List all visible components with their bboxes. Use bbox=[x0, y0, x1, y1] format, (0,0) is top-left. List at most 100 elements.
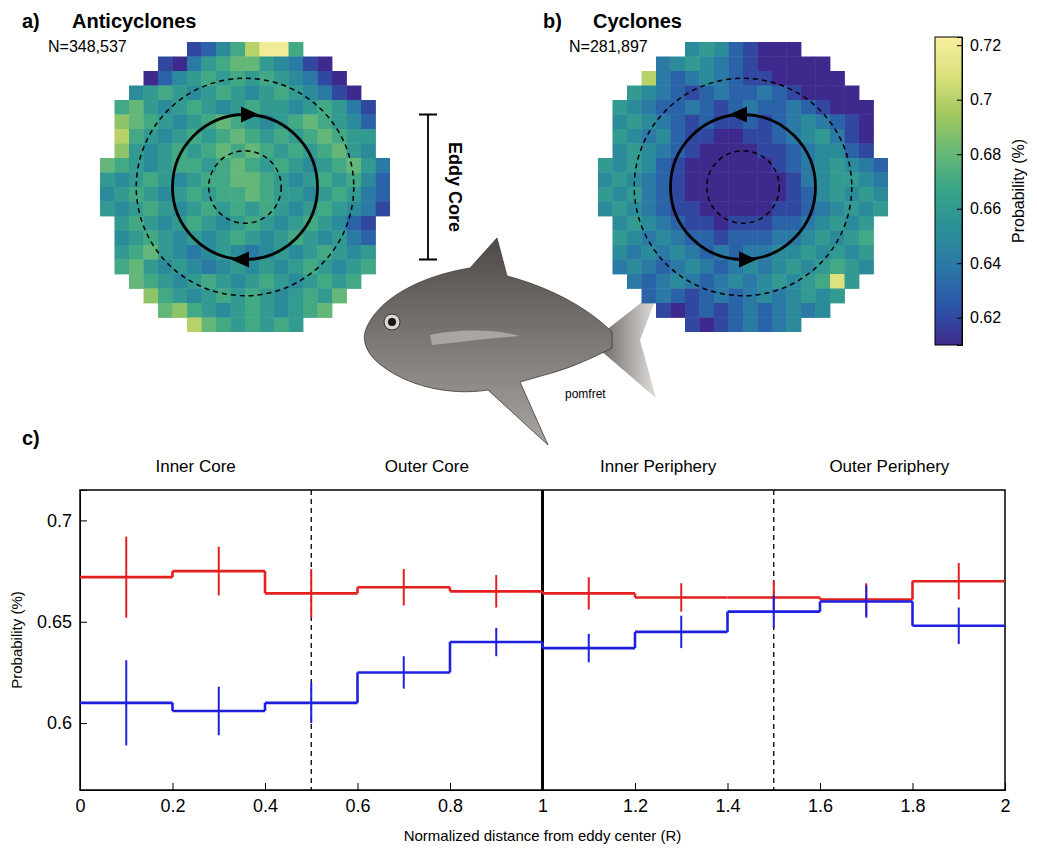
heat-cell bbox=[758, 216, 773, 231]
panel-title: Anticyclones bbox=[72, 10, 196, 32]
heat-cell bbox=[231, 57, 246, 72]
heat-cell bbox=[772, 57, 787, 72]
heat-cell bbox=[801, 245, 816, 260]
heat-cell bbox=[830, 274, 845, 289]
heat-cell bbox=[144, 158, 159, 173]
heat-cell bbox=[332, 115, 347, 130]
colorbar-label: Probability (%) bbox=[1010, 139, 1027, 243]
heat-cell bbox=[700, 71, 715, 86]
heat-cell bbox=[816, 187, 831, 202]
heat-cell bbox=[787, 245, 802, 260]
heat-cell bbox=[144, 173, 159, 188]
rotation-arrow bbox=[739, 252, 757, 268]
heat-cell bbox=[187, 202, 202, 217]
heat-cell bbox=[685, 245, 700, 260]
region-divider bbox=[311, 490, 312, 790]
heat-cell bbox=[627, 274, 642, 289]
heat-cell bbox=[743, 129, 758, 144]
heat-cell bbox=[318, 86, 333, 101]
heat-cell bbox=[714, 129, 729, 144]
heat-cell bbox=[787, 115, 802, 130]
heat-cell bbox=[303, 71, 318, 86]
heat-cell bbox=[158, 100, 173, 115]
heat-cell bbox=[859, 260, 874, 275]
heat-cell bbox=[274, 260, 289, 275]
heat-cell bbox=[202, 318, 217, 333]
heat-cell bbox=[347, 129, 362, 144]
heat-cell bbox=[787, 144, 802, 159]
heat-cell bbox=[627, 216, 642, 231]
error-bar bbox=[218, 547, 220, 596]
heat-cell bbox=[318, 274, 333, 289]
heat-cell bbox=[642, 274, 657, 289]
step-riser bbox=[449, 642, 452, 672]
heatmap bbox=[598, 42, 888, 332]
heat-cell bbox=[332, 129, 347, 144]
heat-cell bbox=[656, 115, 671, 130]
heat-cell bbox=[671, 289, 686, 304]
tick-mark bbox=[957, 154, 962, 155]
panel-letter: b) bbox=[543, 10, 562, 32]
heat-cell bbox=[816, 289, 831, 304]
heat-cell bbox=[202, 216, 217, 231]
heat-cell bbox=[859, 245, 874, 260]
heat-cell bbox=[830, 173, 845, 188]
error-bar bbox=[218, 687, 220, 736]
heat-cell bbox=[347, 274, 362, 289]
heat-cell bbox=[642, 216, 657, 231]
tick: 0.62 bbox=[957, 309, 1001, 326]
heat-cell bbox=[729, 303, 744, 318]
heat-cell bbox=[671, 57, 686, 72]
heat-cell bbox=[260, 202, 275, 217]
error-bar bbox=[680, 616, 682, 648]
heat-cell bbox=[758, 202, 773, 217]
error-bar bbox=[495, 628, 497, 656]
heat-cell bbox=[758, 274, 773, 289]
heat-cell bbox=[260, 158, 275, 173]
heat-cell bbox=[743, 187, 758, 202]
heat-cell bbox=[216, 100, 231, 115]
heat-cell bbox=[260, 289, 275, 304]
heat-cell bbox=[671, 129, 686, 144]
heat-cell bbox=[830, 202, 845, 217]
tick-label: 1.2 bbox=[623, 796, 648, 816]
heat-cell bbox=[613, 158, 628, 173]
heat-cell bbox=[115, 231, 130, 246]
fish-body bbox=[364, 238, 612, 445]
heat-cell bbox=[158, 173, 173, 188]
axis-line bbox=[957, 38, 963, 346]
tick-mark bbox=[80, 520, 87, 521]
heat-cell bbox=[714, 144, 729, 159]
tick-label: 0.7 bbox=[47, 511, 72, 531]
heat-cell bbox=[845, 231, 860, 246]
tick-label: 0 bbox=[75, 796, 85, 816]
heat-cell bbox=[729, 202, 744, 217]
heat-cell bbox=[801, 129, 816, 144]
heat-cell bbox=[347, 202, 362, 217]
heat-cell bbox=[758, 318, 773, 333]
heat-cell bbox=[714, 202, 729, 217]
heat-cell bbox=[274, 303, 289, 318]
heat-cell bbox=[231, 158, 246, 173]
heat-cell bbox=[144, 289, 159, 304]
tick-mark bbox=[913, 783, 914, 790]
rotation-arrow bbox=[729, 107, 747, 123]
heat-cell bbox=[129, 231, 144, 246]
tick-label: 0.6 bbox=[47, 713, 72, 733]
heat-cell bbox=[859, 231, 874, 246]
heat-cell bbox=[332, 202, 347, 217]
tick-label: 0.7 bbox=[970, 91, 992, 108]
heat-cell bbox=[656, 231, 671, 246]
heat-cell bbox=[129, 216, 144, 231]
step-riser bbox=[264, 703, 267, 711]
heat-cell bbox=[303, 100, 318, 115]
heat-cell bbox=[318, 158, 333, 173]
heat-cell bbox=[772, 231, 787, 246]
heat-cell bbox=[144, 216, 159, 231]
heat-cell bbox=[187, 173, 202, 188]
heat-cell bbox=[685, 216, 700, 231]
heat-cell bbox=[642, 187, 657, 202]
heat-cell bbox=[216, 231, 231, 246]
heat-cell bbox=[714, 289, 729, 304]
heat-cell bbox=[830, 260, 845, 275]
